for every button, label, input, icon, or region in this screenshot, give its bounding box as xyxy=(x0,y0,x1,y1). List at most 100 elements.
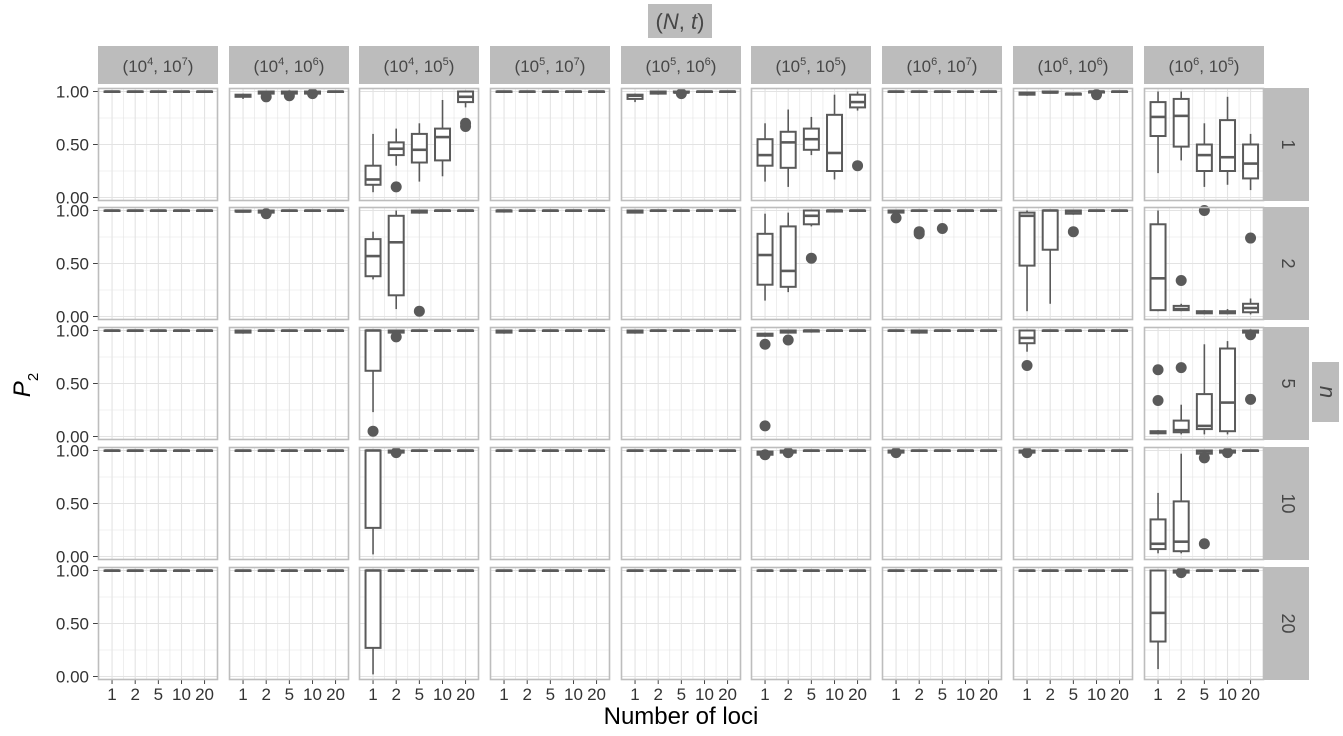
panel xyxy=(358,446,480,561)
box xyxy=(196,90,214,93)
box xyxy=(304,329,322,332)
x-tick-label: 5 xyxy=(415,685,424,704)
box xyxy=(1242,569,1260,572)
x-tick-label: 10 xyxy=(564,685,583,704)
outlier-point xyxy=(413,305,425,317)
outlier-point xyxy=(1245,329,1257,341)
box xyxy=(103,90,121,93)
x-tick-label: 1 xyxy=(1153,685,1162,704)
box xyxy=(126,209,144,212)
x-tick-label: 2 xyxy=(1176,685,1185,704)
y-tick-label: 0.50 xyxy=(56,375,89,394)
box xyxy=(280,569,298,572)
box xyxy=(696,329,714,332)
outlier-point xyxy=(390,447,402,459)
box xyxy=(1149,210,1167,312)
column-strip-label: (106, 105) xyxy=(1169,56,1240,76)
box-body xyxy=(1041,209,1059,251)
column-strip-label: (104, 106) xyxy=(254,56,325,76)
box xyxy=(696,449,714,452)
box xyxy=(933,569,951,572)
box xyxy=(565,209,583,212)
box xyxy=(304,209,322,212)
box xyxy=(826,569,844,572)
box xyxy=(149,90,167,93)
box xyxy=(149,569,167,572)
panel xyxy=(1143,205,1265,321)
box-body xyxy=(410,132,428,164)
box-body xyxy=(1242,143,1260,180)
column-strip xyxy=(359,46,479,84)
panel-border xyxy=(1143,326,1265,441)
box xyxy=(933,209,951,235)
panel xyxy=(1012,326,1134,441)
box xyxy=(1088,209,1106,212)
x-tick-label: 5 xyxy=(807,685,816,704)
box xyxy=(234,209,252,213)
panel xyxy=(881,206,1003,321)
box-body xyxy=(756,232,774,286)
box xyxy=(495,449,513,452)
box xyxy=(1018,447,1036,459)
y-tick-label: 0.50 xyxy=(56,255,89,274)
box xyxy=(518,90,536,93)
box xyxy=(626,329,644,334)
panel-border xyxy=(881,87,1003,202)
box xyxy=(541,449,559,452)
box xyxy=(887,447,905,459)
box xyxy=(849,91,867,172)
box xyxy=(149,449,167,452)
box xyxy=(149,209,167,212)
column-strip xyxy=(490,46,610,84)
column-strip xyxy=(1013,46,1133,84)
panel-border xyxy=(881,206,1003,321)
box xyxy=(957,569,975,572)
outlier-point xyxy=(1021,359,1033,371)
box xyxy=(1064,92,1082,96)
outlier-point xyxy=(1198,538,1210,550)
box xyxy=(957,209,975,212)
box xyxy=(541,569,559,572)
box xyxy=(387,210,405,310)
panel-border xyxy=(1143,446,1265,561)
box xyxy=(387,569,405,572)
box xyxy=(1149,492,1167,554)
x-tick-label: 1 xyxy=(630,685,639,704)
box xyxy=(280,209,298,212)
y-tick-label: 0.00 xyxy=(56,189,89,208)
panel xyxy=(489,326,611,441)
outlier-point xyxy=(913,228,925,240)
box xyxy=(387,447,405,459)
box xyxy=(1111,569,1129,572)
outlier-point xyxy=(1067,226,1079,238)
panel-border xyxy=(489,87,611,202)
box xyxy=(1041,90,1059,94)
x-tick-label: 20 xyxy=(587,685,606,704)
box xyxy=(103,209,121,212)
panel xyxy=(1012,87,1134,202)
box-body xyxy=(1172,97,1190,148)
y-tick-label: 0.00 xyxy=(56,308,89,327)
panel-border xyxy=(228,87,350,202)
y-tick-label: 0.50 xyxy=(56,136,89,155)
box xyxy=(1172,453,1190,554)
outlier-point xyxy=(283,90,295,102)
box xyxy=(1149,364,1167,435)
box xyxy=(434,99,452,177)
box xyxy=(1195,449,1213,550)
box xyxy=(1111,329,1129,332)
box-body xyxy=(434,127,452,162)
box xyxy=(1172,91,1190,161)
panel-border xyxy=(750,446,872,561)
panel xyxy=(1012,206,1134,321)
box xyxy=(103,329,121,332)
x-tick-label: 20 xyxy=(718,685,737,704)
box xyxy=(364,133,382,193)
panel xyxy=(881,446,1003,561)
box xyxy=(126,569,144,572)
box xyxy=(364,569,382,675)
box xyxy=(626,93,644,103)
row-strip xyxy=(1264,88,1309,201)
panel-border xyxy=(489,206,611,321)
panel xyxy=(97,206,219,321)
